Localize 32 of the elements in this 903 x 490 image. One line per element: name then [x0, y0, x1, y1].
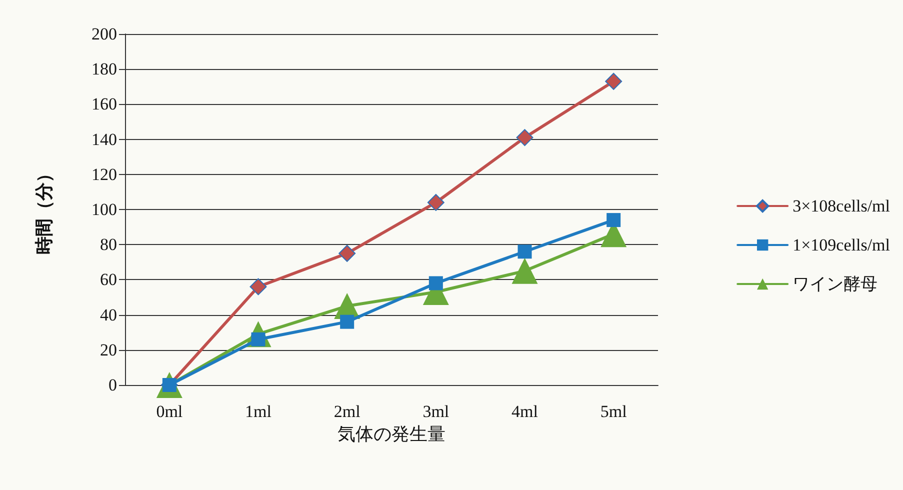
x-tick-label: 1ml — [245, 402, 272, 421]
y-tick-label: 100 — [92, 200, 117, 219]
y-tick-label: 120 — [92, 164, 117, 184]
x-tick-label: 2ml — [334, 402, 361, 421]
point — [516, 129, 534, 146]
point — [340, 314, 354, 329]
point — [605, 72, 622, 90]
y-tick-label: 40 — [100, 305, 117, 324]
y-axis-title: 時間（分） — [34, 164, 54, 254]
x-tick-label: 0ml — [156, 402, 183, 421]
y-tick-label: 180 — [92, 60, 117, 79]
y-tick-label: 0 — [108, 376, 117, 394]
x-tick-label: 3ml — [422, 402, 450, 421]
point — [606, 213, 621, 228]
legend-label: 1×109cells/ml — [792, 236, 890, 254]
point — [518, 244, 532, 259]
y-tick-label: 140 — [92, 130, 117, 149]
legend-label: ワイン酵母 — [792, 274, 878, 294]
point — [250, 278, 267, 296]
y-tick-label: 160 — [92, 94, 117, 114]
x-tick-label: 4ml — [512, 402, 538, 421]
point — [338, 244, 356, 262]
x-tick-label: 5ml — [600, 402, 628, 421]
legend-label: 3×108cells/ml — [792, 196, 890, 216]
y-tick-label: 60 — [100, 270, 117, 290]
y-tick-label: 20 — [100, 340, 117, 360]
point — [428, 276, 443, 290]
y-tick-label: 80 — [100, 235, 117, 254]
point — [512, 258, 538, 284]
x-axis-title: 気体の発生量 — [338, 424, 446, 444]
point — [427, 194, 444, 211]
y-tick-label: 200 — [92, 24, 117, 44]
